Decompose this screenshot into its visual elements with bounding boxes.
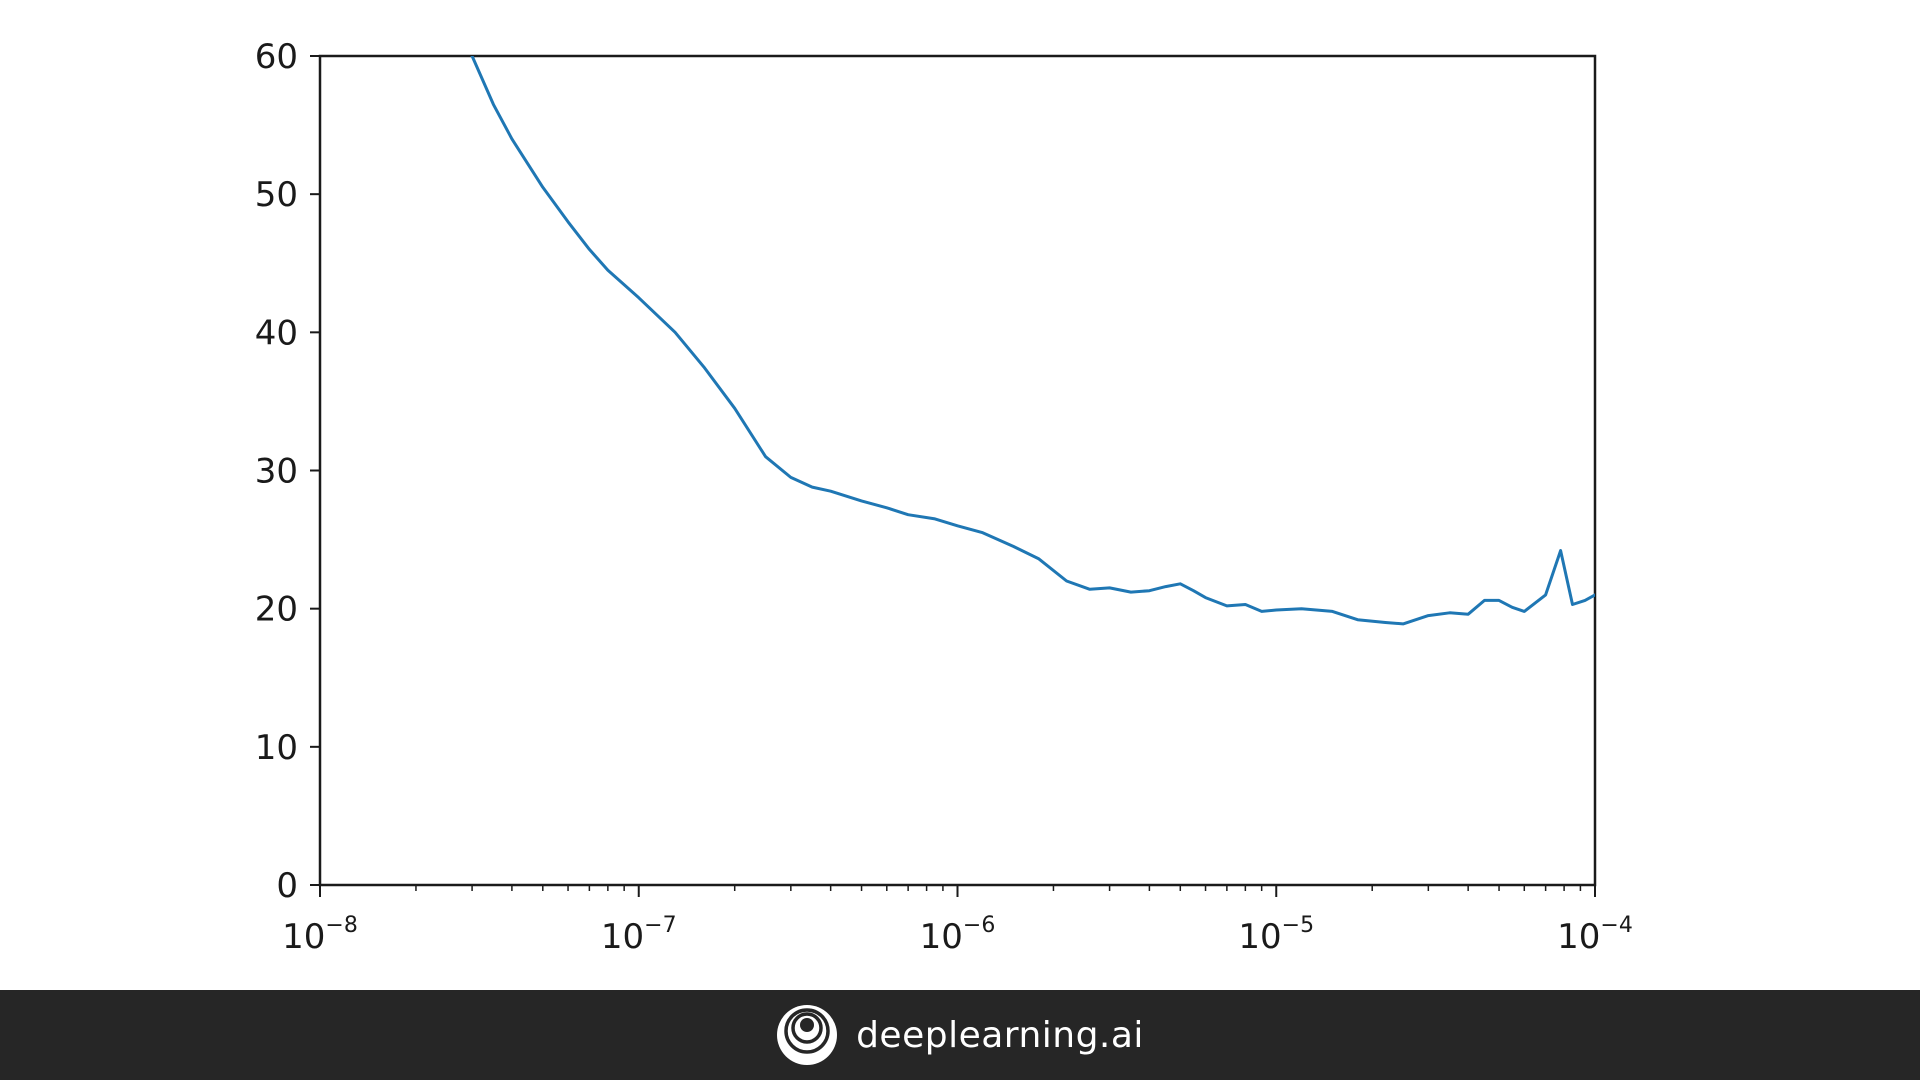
y-tick-label: 60 xyxy=(255,37,298,77)
y-tick-label: 30 xyxy=(255,452,298,492)
y-tick-label: 20 xyxy=(255,590,298,630)
deeplearning-swirl-icon xyxy=(777,1005,838,1065)
tick-labels: 0 10 20 30 40 50 60 10−8 10−7 10−6 10−5 10−4 xyxy=(255,37,1633,957)
x-tick-label: 10−6 xyxy=(920,913,996,957)
learning-rate-loss-chart: 0 10 20 30 40 50 60 10−8 10−7 10−6 10−5 10−4 xyxy=(255,37,1633,957)
x-tick-label: 10−7 xyxy=(601,913,677,957)
x-tick-label: 10−8 xyxy=(282,913,358,957)
y-tick-label: 10 xyxy=(255,728,298,768)
y-tick-label: 40 xyxy=(255,313,298,353)
chart-area: 0 10 20 30 40 50 60 10−8 10−7 10−6 10−5 10−4 xyxy=(255,37,1633,957)
footer-bar: deeplearning.ai xyxy=(0,990,1920,1080)
ticks xyxy=(310,55,1596,897)
plot-frame xyxy=(318,54,1597,887)
series-line-0 xyxy=(470,56,1595,626)
y-tick-label: 50 xyxy=(255,175,298,215)
y-tick-label: 0 xyxy=(276,866,298,906)
brand-name: deeplearning.ai xyxy=(856,1014,1144,1056)
x-tick-label: 10−5 xyxy=(1238,913,1314,957)
series-layer xyxy=(470,56,1595,626)
axes xyxy=(318,54,1597,887)
brand: deeplearning.ai xyxy=(776,1004,1144,1066)
x-tick-label: 10−4 xyxy=(1557,913,1633,957)
